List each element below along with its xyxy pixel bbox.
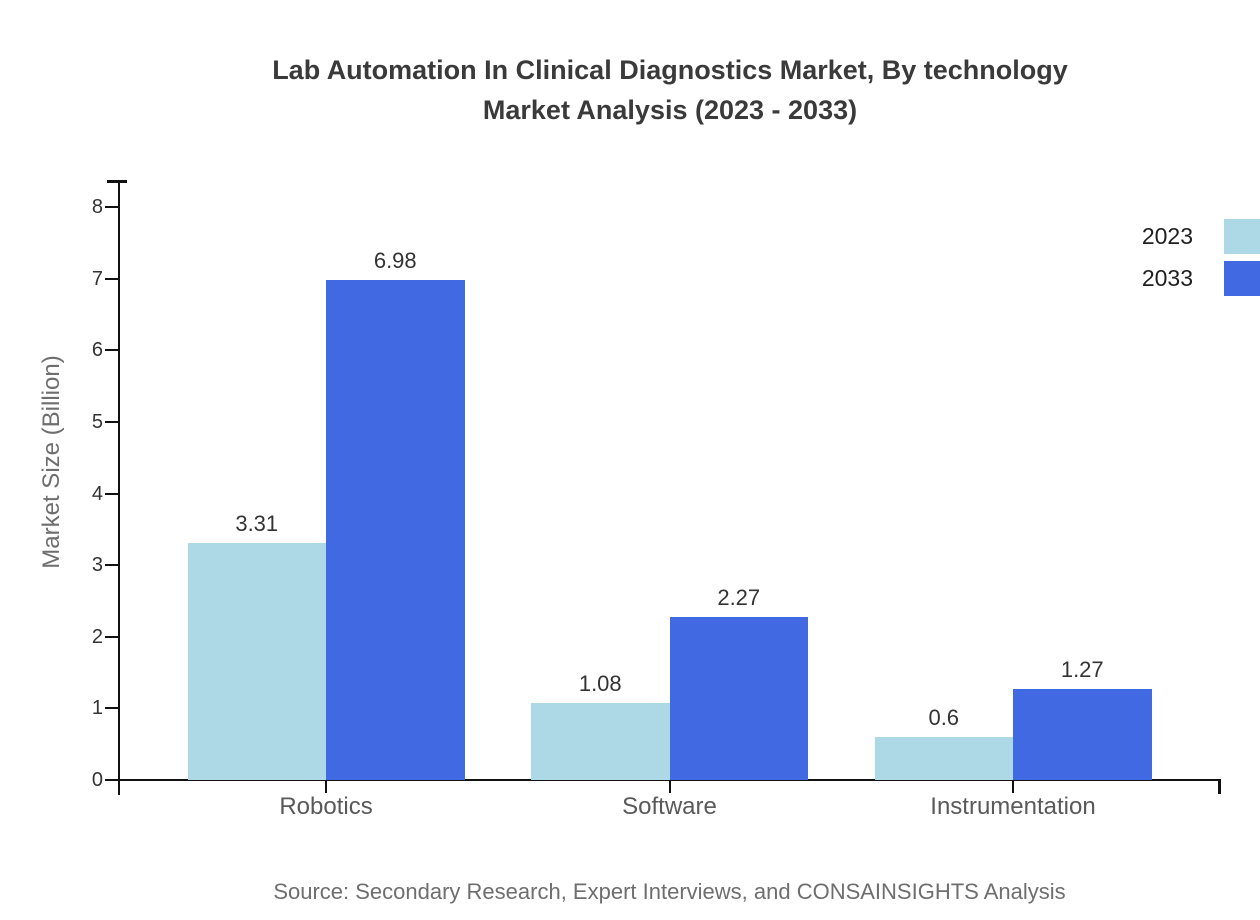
y-axis-line — [117, 181, 120, 795]
bar-2033-instrumentation — [1013, 689, 1152, 780]
source-note: Source: Secondary Research, Expert Inter… — [273, 879, 1066, 904]
y-tick — [105, 421, 119, 423]
page-title-line2: Market Analysis (2023 - 2033) — [482, 95, 858, 125]
bar-2033-robotics — [326, 280, 465, 780]
y-tick-label: 4 — [91, 482, 103, 505]
category-label: Software — [622, 793, 717, 820]
value-label: 1.27 — [1060, 657, 1104, 682]
y-tick-label: 8 — [91, 196, 103, 219]
y-tick-label: 7 — [91, 267, 103, 290]
y-tick-label: 6 — [91, 339, 103, 362]
y-tick — [105, 277, 119, 280]
y-tick — [105, 492, 119, 495]
y-tick — [105, 206, 119, 209]
y-tick — [105, 779, 119, 781]
x-tick — [325, 780, 327, 793]
y-tick-label: 2 — [91, 625, 103, 648]
y-tick — [105, 564, 119, 567]
value-label: 0.6 — [928, 705, 960, 730]
legend-label-2033: 2033 — [1141, 265, 1193, 291]
bar-2033-software — [669, 617, 808, 780]
y-tick — [105, 635, 119, 638]
legend-swatch-2033 — [1224, 261, 1260, 296]
y-tick-label: 5 — [91, 411, 103, 433]
value-label: 6.98 — [373, 248, 417, 273]
legend-item-2023: 2023 — [1113, 219, 1260, 254]
x-axis-end-cap — [1218, 779, 1221, 794]
bar-2023-instrumentation — [874, 737, 1013, 780]
legend-label-2023: 2023 — [1141, 223, 1193, 249]
category-label: Instrumentation — [930, 793, 1096, 820]
y-tick-label: 1 — [91, 697, 103, 720]
page-title-line1: Lab Automation In Clinical Diagnostics M… — [272, 55, 1068, 85]
x-tick — [1012, 780, 1014, 793]
y-tick-label: 0 — [91, 769, 103, 791]
bar-2023-software — [531, 703, 670, 780]
y-tick — [105, 707, 119, 710]
x-tick — [668, 780, 671, 793]
y-axis-top-cap — [107, 180, 127, 183]
legend-item-2033: 2033 — [1113, 261, 1260, 296]
y-tick-label: 3 — [91, 554, 103, 577]
value-label: 1.08 — [578, 671, 622, 696]
bar-2023-robotics — [187, 543, 326, 780]
y-tick — [105, 349, 119, 352]
legend-swatch-2023 — [1224, 219, 1260, 254]
value-label: 2.27 — [717, 585, 761, 610]
page-title: Lab Automation In Clinical Diagnostics M… — [80, 50, 1260, 130]
value-label: 3.31 — [235, 511, 279, 536]
category-label: Robotics — [279, 793, 373, 820]
